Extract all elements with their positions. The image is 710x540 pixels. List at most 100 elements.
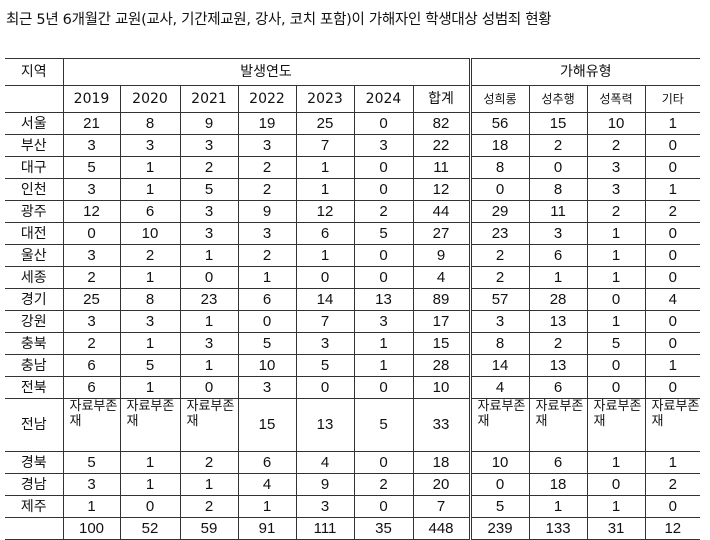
- value-cell: 13: [353, 288, 414, 311]
- table-row: 인천 3 1 5 2 1 0 12 0 8 3 1: [5, 178, 701, 201]
- value-cell: 27: [412, 222, 471, 245]
- value-cell: 4: [468, 376, 530, 399]
- value-cell: 5: [353, 222, 414, 245]
- value-cell: 25: [295, 112, 355, 135]
- table-row: 제주 1 0 2 1 3 0 7 5 1 1 0: [5, 495, 701, 518]
- value-cell: 1: [644, 178, 701, 201]
- value-cell: 14: [468, 354, 530, 377]
- value-cell: 4: [237, 473, 297, 496]
- value-cell: 0: [586, 288, 646, 311]
- value-cell: 1: [62, 495, 121, 518]
- value-cell: 10: [237, 354, 297, 377]
- value-cell: 0: [353, 156, 414, 179]
- value-cell: 9: [237, 200, 297, 223]
- page-title: 최근 5년 6개월간 교원(교사, 기간제교원, 강사, 코치 포함)이 가해자…: [6, 12, 552, 28]
- value-cell: 3: [62, 178, 121, 201]
- value-cell: 6: [62, 376, 121, 399]
- type-header: 기타: [644, 85, 701, 113]
- region-cell: 경북: [5, 451, 64, 474]
- value-cell: 22: [412, 134, 471, 157]
- value-cell: 0: [119, 495, 181, 518]
- region-cell: 광주: [5, 200, 64, 223]
- value-cell: 5: [179, 178, 239, 201]
- value-cell: 3: [62, 244, 121, 267]
- value-cell: 29: [468, 200, 530, 223]
- value-cell: 0: [179, 376, 239, 399]
- region-cell: [5, 517, 64, 540]
- value-cell: 자료부존재: [644, 398, 701, 452]
- value-cell: 17: [412, 310, 471, 333]
- value-cell: 5: [119, 354, 181, 377]
- value-cell: 3: [528, 222, 588, 245]
- value-cell: 1: [295, 156, 355, 179]
- value-cell: 4: [644, 288, 701, 311]
- value-cell: 2: [237, 244, 297, 267]
- value-cell: 3: [237, 222, 297, 245]
- region-cell: 충북: [5, 332, 64, 355]
- value-cell: 3: [62, 310, 121, 333]
- value-cell: 3: [237, 376, 297, 399]
- value-cell: 20: [412, 473, 471, 496]
- value-cell: 2: [528, 332, 588, 355]
- value-cell: 2: [468, 244, 530, 267]
- value-cell: 1: [586, 495, 646, 518]
- value-cell: 6: [528, 244, 588, 267]
- value-cell: 3: [586, 178, 646, 201]
- value-cell: 1: [119, 473, 181, 496]
- year-header-2022: 2022: [237, 85, 297, 113]
- region-cell: 부산: [5, 134, 64, 157]
- value-cell: 2: [644, 473, 701, 496]
- value-cell: 3: [237, 134, 297, 157]
- table-row: 전남 자료부존재 자료부존재 자료부존재 15 13 5 33 자료부존재 자료부존재 자료부존재 자…: [5, 398, 701, 452]
- value-cell: 13: [528, 310, 588, 333]
- value-cell: 31: [586, 517, 646, 540]
- region-cell: 충남: [5, 354, 64, 377]
- value-cell: 15: [528, 112, 588, 135]
- value-cell: 5: [353, 398, 414, 452]
- value-cell: 1: [586, 266, 646, 289]
- value-cell: 3: [179, 200, 239, 223]
- value-cell: 0: [644, 156, 701, 179]
- value-cell: 0: [586, 354, 646, 377]
- value-cell: 2: [62, 266, 121, 289]
- table-row: 울산 3 2 1 2 1 0 9 2 6 1 0: [5, 244, 701, 267]
- region-cell: 인천: [5, 178, 64, 201]
- value-cell: 1: [119, 266, 181, 289]
- value-cell: 1: [586, 451, 646, 474]
- value-cell: 1: [644, 112, 701, 135]
- value-cell: 0: [644, 495, 701, 518]
- value-cell: 3: [62, 134, 121, 157]
- value-cell: 1: [528, 266, 588, 289]
- value-cell: 448: [412, 517, 471, 540]
- value-cell: 9: [412, 244, 471, 267]
- value-cell: 0: [179, 266, 239, 289]
- value-cell: 6: [295, 222, 355, 245]
- value-cell: 28: [528, 288, 588, 311]
- header-row-1: 지역 발생연도 가해유형: [5, 58, 701, 86]
- value-cell: 2: [586, 200, 646, 223]
- region-cell: 경남: [5, 473, 64, 496]
- value-cell: 5: [468, 495, 530, 518]
- type-header: 성폭력: [586, 85, 646, 113]
- value-cell: 9: [295, 473, 355, 496]
- region-cell: 세종: [5, 266, 64, 289]
- value-cell: 89: [412, 288, 471, 311]
- value-cell: 111: [295, 517, 355, 540]
- value-cell: 3: [179, 134, 239, 157]
- value-cell: 3: [295, 332, 355, 355]
- value-cell: 0: [586, 473, 646, 496]
- value-cell: 4: [295, 451, 355, 474]
- value-cell: 10: [412, 376, 471, 399]
- region-cell: 제주: [5, 495, 64, 518]
- table-row: 강원 3 3 1 0 7 3 17 3 13 1 0: [5, 310, 701, 333]
- value-cell: 자료부존재: [119, 398, 181, 452]
- value-cell: 6: [237, 451, 297, 474]
- year-header-2020: 2020: [119, 85, 181, 113]
- region-cell: 대전: [5, 222, 64, 245]
- value-cell: 18: [528, 473, 588, 496]
- total-header: 합계: [412, 85, 471, 113]
- header-row-2: 2019 2020 2021 2022 2023 2024 합계 성희롱 성추행 성폭력 기타: [5, 85, 701, 113]
- value-cell: 33: [412, 398, 471, 452]
- value-cell: 0: [468, 473, 530, 496]
- value-cell: 0: [644, 266, 701, 289]
